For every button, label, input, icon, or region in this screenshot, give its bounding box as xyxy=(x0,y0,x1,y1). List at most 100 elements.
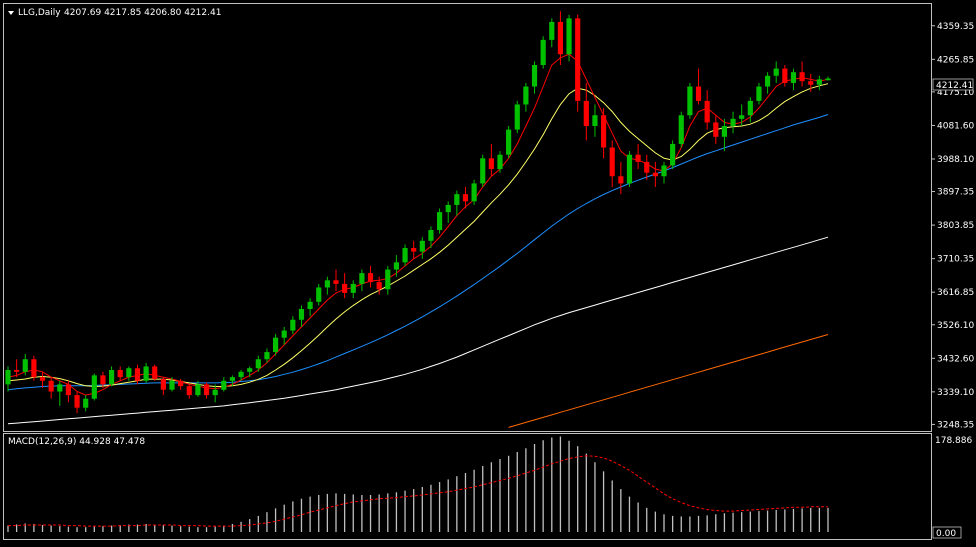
candle xyxy=(91,373,97,401)
candle xyxy=(402,244,408,266)
candle-body xyxy=(65,384,72,396)
candle-body xyxy=(644,161,650,173)
candle-body xyxy=(359,273,365,284)
candle xyxy=(678,111,684,148)
candle xyxy=(160,377,166,396)
macd-signal-path xyxy=(8,455,828,527)
candle-body xyxy=(816,79,822,85)
candle xyxy=(575,14,581,112)
candle xyxy=(48,377,54,399)
price-axis: 4359.35 4265.85 4175.10 4081.60 3988.10 3897.… xyxy=(931,22,974,430)
candle-body xyxy=(134,368,141,381)
candle xyxy=(695,68,702,105)
candle-body xyxy=(393,262,400,270)
candle xyxy=(799,61,805,87)
candle xyxy=(22,353,28,376)
current-price-box xyxy=(932,78,974,91)
candle xyxy=(117,366,123,381)
candle-body xyxy=(212,389,218,396)
candle-body xyxy=(31,359,37,378)
candle-body xyxy=(764,75,771,87)
candle-body xyxy=(626,154,633,184)
candles xyxy=(5,11,831,414)
candle-body xyxy=(747,100,753,116)
candle xyxy=(203,382,210,399)
candle xyxy=(359,269,365,292)
candle xyxy=(212,384,218,403)
candle-body xyxy=(350,283,356,293)
candle xyxy=(152,364,158,381)
candle xyxy=(143,362,149,383)
candle xyxy=(480,154,486,187)
candle xyxy=(186,384,192,399)
dropdown-triangle-icon[interactable] xyxy=(8,11,14,15)
candle xyxy=(462,187,469,209)
candle-body xyxy=(687,86,693,116)
candle-body xyxy=(22,359,28,372)
candle xyxy=(661,161,667,184)
candle-body xyxy=(825,78,831,81)
candle xyxy=(825,76,831,81)
candle-body xyxy=(523,86,529,105)
candle xyxy=(687,82,693,119)
candle xyxy=(756,82,762,105)
price-tick-label: 3803.85 xyxy=(937,221,974,231)
candle xyxy=(600,108,607,159)
current-price-label: 4212.41 xyxy=(936,81,973,91)
candle xyxy=(670,140,676,170)
candle-body xyxy=(238,371,244,378)
candle xyxy=(178,378,184,390)
candle xyxy=(445,201,451,223)
candle-body xyxy=(454,194,460,205)
candle xyxy=(773,61,779,83)
candle-body xyxy=(324,280,330,288)
price-tick-label: 3339.10 xyxy=(937,388,974,398)
macd-histogram xyxy=(7,436,829,532)
candle-body xyxy=(549,21,555,40)
candle xyxy=(428,226,434,248)
candle-body xyxy=(514,104,520,130)
candle-body xyxy=(471,183,477,202)
candle-body xyxy=(247,368,253,372)
candle xyxy=(739,104,745,126)
candle xyxy=(126,366,132,381)
candle-body xyxy=(670,143,676,166)
candle xyxy=(411,240,417,259)
candle-body xyxy=(333,280,339,284)
candle xyxy=(229,375,236,387)
candle xyxy=(454,190,460,216)
candle xyxy=(540,36,546,69)
candle-body xyxy=(281,330,287,338)
candle-body xyxy=(5,370,11,385)
price-tick-label: 4081.60 xyxy=(937,121,974,131)
candle-body xyxy=(713,122,719,137)
price-tick-label: 3616.85 xyxy=(937,288,974,298)
candle-body xyxy=(695,86,702,101)
candle-body xyxy=(307,301,313,309)
candle-body xyxy=(221,380,227,390)
candle xyxy=(419,237,425,259)
ohlc-values: 4207.69 4217.85 4206.80 4212.41 xyxy=(64,8,221,18)
candle-body xyxy=(316,287,322,302)
candle-body xyxy=(178,380,184,387)
price-tick-label: 4265.85 xyxy=(937,55,974,65)
ma-200-line xyxy=(508,334,829,428)
candle-body xyxy=(126,368,132,378)
candle xyxy=(298,305,305,327)
candle-body xyxy=(39,377,46,381)
price-tick-label: 4175.10 xyxy=(937,88,974,98)
candle xyxy=(238,370,244,381)
candle xyxy=(100,371,106,388)
candle xyxy=(247,366,253,378)
candle-body xyxy=(48,380,54,392)
candle-body xyxy=(618,176,624,184)
candle xyxy=(83,395,89,412)
candle xyxy=(376,276,382,295)
candle-body xyxy=(290,319,296,331)
candle-body xyxy=(143,366,149,381)
candle xyxy=(350,280,356,299)
candle-body xyxy=(100,375,106,385)
ma-200-path xyxy=(508,334,829,428)
